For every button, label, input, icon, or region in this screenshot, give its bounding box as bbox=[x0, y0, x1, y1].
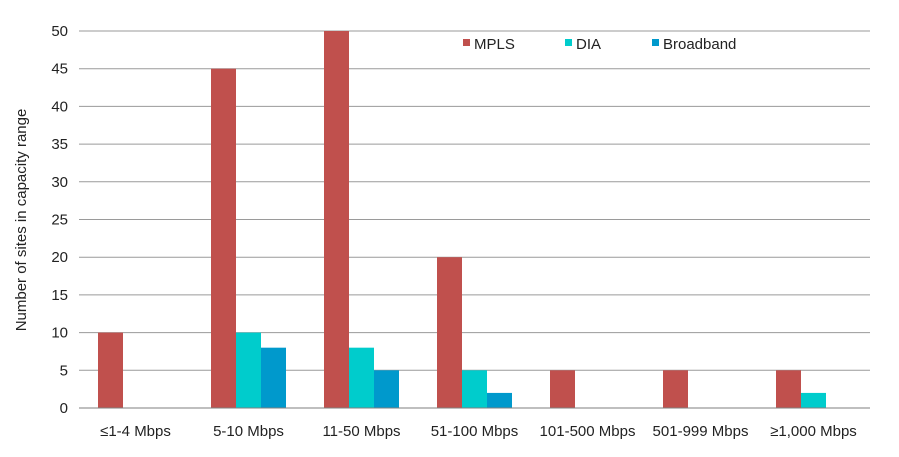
y-axis-title: Number of sites in capacity range bbox=[13, 109, 30, 332]
bar-mpls bbox=[550, 370, 575, 408]
bar-mpls bbox=[663, 370, 688, 408]
axes: 0 5 10 15 20 25 30 35 40 45 50 ≤1-4 Mbps 5-10 Mbps 11… bbox=[51, 23, 870, 440]
legend-label-broadband: Broadband bbox=[663, 36, 736, 53]
bar-mpls bbox=[437, 257, 462, 408]
y-tick-label: 25 bbox=[51, 212, 68, 229]
bar-dia bbox=[462, 370, 487, 408]
y-tick-label: 40 bbox=[51, 98, 68, 115]
bars bbox=[98, 31, 826, 408]
legend-swatch-dia bbox=[565, 39, 572, 46]
y-tick-label: 35 bbox=[51, 136, 68, 153]
legend-label-dia: DIA bbox=[576, 36, 601, 53]
legend: MPLS DIA Broadband bbox=[463, 36, 736, 53]
x-category-label: 5-10 Mbps bbox=[213, 423, 284, 440]
bar-dia bbox=[801, 392, 826, 408]
gridlines bbox=[79, 30, 870, 409]
y-tick-label: 20 bbox=[51, 249, 68, 266]
bar-dia bbox=[236, 332, 261, 408]
x-category-label: ≥1,000 Mbps bbox=[770, 423, 857, 440]
bar-mpls bbox=[776, 370, 801, 408]
bar-broadband bbox=[374, 370, 399, 408]
y-tick-label: 5 bbox=[60, 362, 68, 379]
bar-broadband bbox=[261, 347, 286, 408]
y-tick-label: 15 bbox=[51, 287, 68, 304]
bar-mpls bbox=[211, 68, 236, 408]
legend-swatch-mpls bbox=[463, 39, 470, 46]
y-tick-label: 10 bbox=[51, 325, 68, 342]
y-tick-label: 30 bbox=[51, 174, 68, 191]
y-tick-label: 50 bbox=[51, 23, 68, 40]
x-category-label: 11-50 Mbps bbox=[322, 423, 400, 440]
y-tick-label: 0 bbox=[60, 400, 68, 417]
bar-dia bbox=[349, 347, 374, 408]
x-category-label: 501-999 Mbps bbox=[653, 423, 749, 440]
bar-broadband bbox=[487, 392, 512, 408]
bar-mpls bbox=[324, 31, 349, 408]
legend-label-mpls: MPLS bbox=[474, 36, 515, 53]
x-category-label: ≤1-4 Mbps bbox=[100, 423, 171, 440]
bar-mpls bbox=[98, 332, 123, 408]
x-category-label: 101-500 Mbps bbox=[540, 423, 636, 440]
x-category-label: 51-100 Mbps bbox=[431, 423, 519, 440]
legend-swatch-broadband bbox=[652, 39, 659, 46]
y-tick-label: 45 bbox=[51, 61, 68, 78]
